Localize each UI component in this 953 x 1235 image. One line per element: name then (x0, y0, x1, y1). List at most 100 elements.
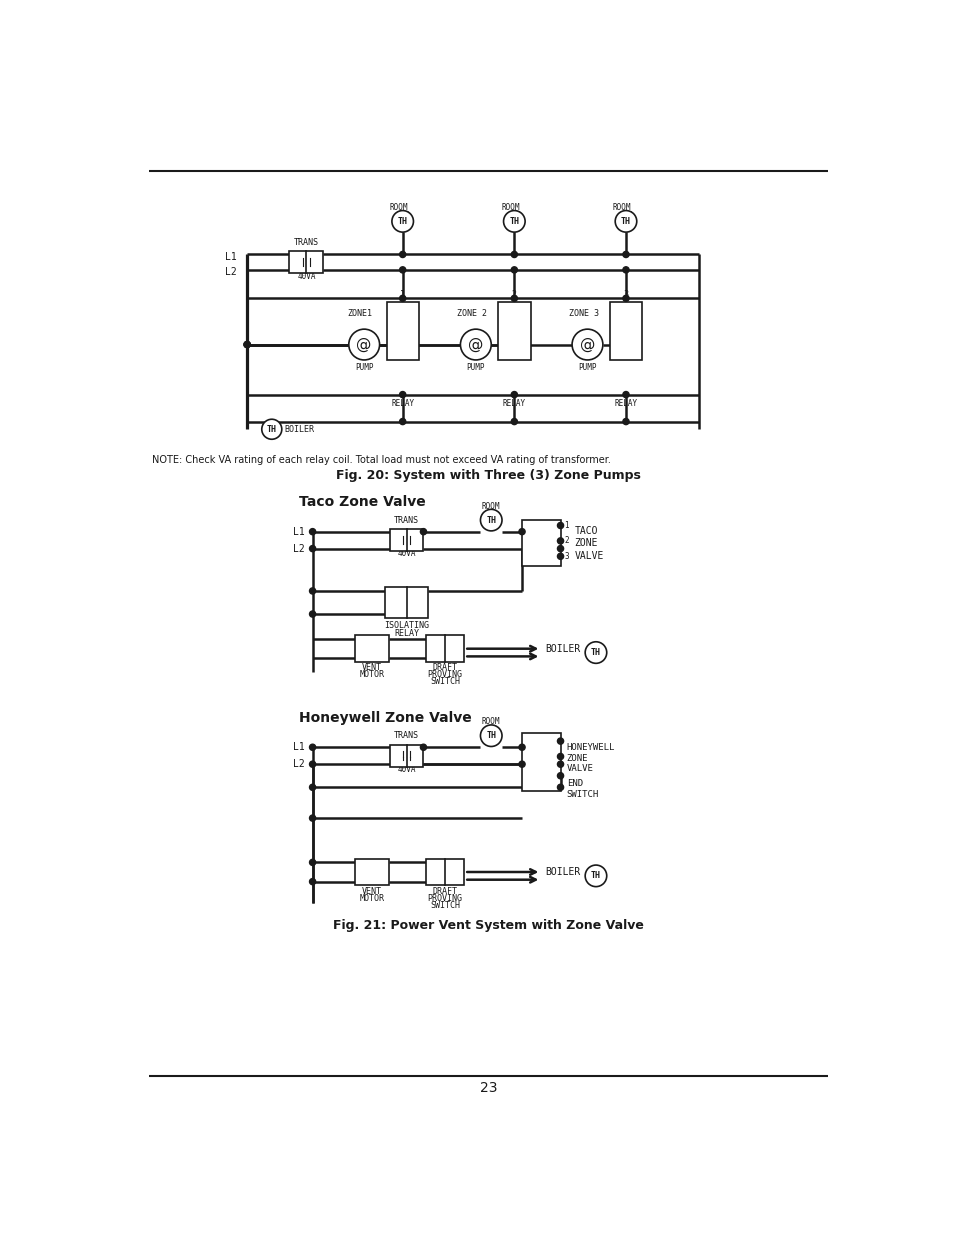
Text: Fig. 21: Power Vent System with Zone Valve: Fig. 21: Power Vent System with Zone Val… (334, 919, 643, 932)
Text: RELAY: RELAY (391, 399, 414, 409)
Text: 40VA: 40VA (297, 272, 315, 280)
Circle shape (420, 745, 426, 751)
Circle shape (399, 419, 405, 425)
Text: 2: 2 (512, 290, 517, 299)
Text: 2: 2 (517, 211, 519, 216)
Text: TH: TH (486, 515, 496, 525)
Text: ZONE1: ZONE1 (348, 309, 373, 319)
Circle shape (557, 553, 563, 559)
Circle shape (557, 784, 563, 790)
Circle shape (309, 784, 315, 790)
Circle shape (557, 739, 563, 745)
Text: L1: L1 (225, 252, 237, 262)
Text: 40VA: 40VA (396, 766, 416, 774)
Text: TH: TH (486, 731, 496, 740)
Text: MOTOR: MOTOR (359, 894, 384, 903)
Text: TRANS: TRANS (394, 515, 418, 525)
Text: PROVING: PROVING (427, 671, 462, 679)
Text: RELAY: RELAY (394, 629, 418, 637)
Text: L2: L2 (293, 760, 305, 769)
Circle shape (309, 761, 315, 767)
Circle shape (420, 529, 426, 535)
Circle shape (557, 761, 563, 767)
Text: L2: L2 (225, 267, 237, 277)
Text: 3: 3 (623, 290, 628, 299)
Text: 24V: 24V (408, 538, 421, 547)
Text: BOILER: BOILER (544, 643, 579, 653)
Circle shape (309, 815, 315, 821)
Text: @: @ (468, 337, 483, 352)
Text: 3: 3 (564, 552, 568, 561)
Text: MOTOR: MOTOR (359, 671, 384, 679)
Circle shape (349, 330, 379, 359)
Bar (386, 303, 418, 359)
Text: END: END (566, 779, 582, 788)
Text: TH: TH (590, 648, 600, 657)
Text: Fig. 20: System with Three (3) Zone Pumps: Fig. 20: System with Three (3) Zone Pump… (336, 469, 640, 482)
Circle shape (615, 211, 636, 232)
Bar (425, 635, 464, 662)
Circle shape (399, 252, 405, 258)
Text: TH: TH (509, 217, 518, 226)
Text: ROOM: ROOM (389, 203, 408, 212)
Circle shape (261, 419, 281, 440)
Circle shape (584, 642, 606, 663)
Circle shape (503, 211, 524, 232)
Circle shape (557, 753, 563, 760)
Text: PUMP: PUMP (355, 363, 373, 372)
Text: 24V: 24V (408, 755, 421, 763)
Bar (385, 587, 427, 618)
Circle shape (622, 391, 628, 398)
Circle shape (309, 878, 315, 884)
Circle shape (392, 211, 413, 232)
Text: 1: 1 (564, 521, 568, 530)
Text: ROOM: ROOM (612, 203, 631, 212)
Text: 115V: 115V (289, 261, 307, 269)
Circle shape (244, 341, 250, 347)
Text: DRAFT: DRAFT (432, 663, 457, 672)
Text: HONEYWELL: HONEYWELL (566, 742, 615, 752)
Text: TH: TH (267, 425, 276, 433)
Text: VALVE: VALVE (566, 764, 593, 773)
Text: 1: 1 (399, 290, 405, 299)
Bar (289, 252, 323, 273)
Bar (425, 858, 464, 885)
Circle shape (557, 522, 563, 529)
Circle shape (518, 761, 524, 767)
Circle shape (622, 267, 628, 273)
Text: L2: L2 (293, 543, 305, 553)
Text: ROOM: ROOM (500, 203, 519, 212)
Text: Taco Zone Valve: Taco Zone Valve (298, 495, 425, 509)
Text: 23: 23 (479, 1081, 497, 1094)
Text: 40VA: 40VA (396, 550, 416, 558)
Text: BOILER: BOILER (544, 867, 579, 877)
Text: SWITCH: SWITCH (566, 789, 598, 799)
Text: TRANS: TRANS (294, 237, 318, 247)
Text: TH: TH (620, 217, 630, 226)
Text: ZONE: ZONE (574, 538, 598, 548)
Text: RELAY: RELAY (614, 399, 637, 409)
Text: DRAFT: DRAFT (432, 887, 457, 895)
Text: RELAY: RELAY (502, 399, 525, 409)
Circle shape (511, 252, 517, 258)
Circle shape (399, 391, 405, 398)
Circle shape (244, 341, 250, 347)
Text: BOILER: BOILER (285, 425, 314, 433)
Text: ROOM: ROOM (481, 718, 500, 726)
Circle shape (460, 330, 491, 359)
Circle shape (309, 745, 315, 751)
Text: TRANS: TRANS (394, 731, 418, 740)
Circle shape (511, 391, 517, 398)
Circle shape (511, 267, 517, 273)
Circle shape (622, 252, 628, 258)
Circle shape (557, 537, 563, 543)
Text: SWITCH: SWITCH (430, 677, 459, 687)
Circle shape (309, 588, 315, 594)
Text: @: @ (356, 337, 372, 352)
Text: 24V: 24V (308, 261, 321, 269)
Text: VENT: VENT (361, 887, 381, 895)
Text: ZONE 2: ZONE 2 (456, 309, 486, 319)
Text: ZONE: ZONE (566, 753, 588, 762)
Circle shape (480, 509, 501, 531)
Circle shape (584, 864, 606, 887)
